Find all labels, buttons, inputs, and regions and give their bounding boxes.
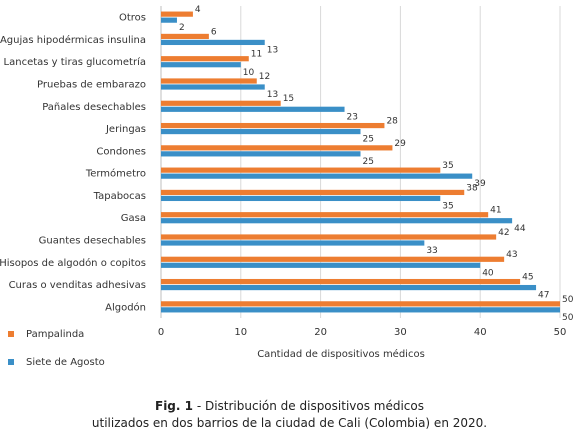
bar-pampalinda xyxy=(161,145,393,151)
legend-swatch xyxy=(8,359,14,365)
bar-siete-de-agosto xyxy=(161,106,345,112)
category-label: Jeringas xyxy=(105,124,146,135)
category-label: Agujas hipodérmicas insulina xyxy=(0,34,146,46)
data-label: 13 xyxy=(267,90,278,100)
bar-siete-de-agosto xyxy=(161,128,361,135)
data-label: 11 xyxy=(251,50,262,60)
data-label: 6 xyxy=(211,27,217,37)
x-tick-labels: 0 10 20 30 40 50 xyxy=(158,327,567,338)
data-label: 47 xyxy=(538,291,549,301)
figure-caption-line-1: Fig. 1 - Distribución de dispositivos mé… xyxy=(0,398,579,415)
data-label: 23 xyxy=(347,112,358,122)
bar-siete-de-agosto xyxy=(161,84,265,90)
bar-pampalinda xyxy=(161,122,385,129)
x-axis-label: Cantidad de dispositivos médicos xyxy=(257,348,425,360)
data-label: 39 xyxy=(474,179,486,189)
data-label: 33 xyxy=(426,246,437,256)
bar-siete-de-agosto xyxy=(161,17,177,23)
bar-pampalinda xyxy=(161,256,505,262)
bar-pampalinda xyxy=(161,189,465,196)
x-tick-label: 0 xyxy=(158,327,164,338)
data-label: 40 xyxy=(482,268,494,278)
x-tick-label: 10 xyxy=(234,327,247,338)
data-label: 45 xyxy=(522,272,533,282)
category-label: Gasa xyxy=(121,213,146,224)
data-label: 43 xyxy=(506,250,517,260)
figure-label: Fig. 1 xyxy=(155,399,193,413)
category-labels: Otros Agujas hipodérmicas insulina Lanceta… xyxy=(0,13,146,314)
data-label: 44 xyxy=(514,224,526,234)
data-label: 13 xyxy=(267,46,278,56)
x-tick-label: 50 xyxy=(554,327,567,338)
bar-siete-de-agosto xyxy=(161,262,481,268)
category-label: Algodón xyxy=(105,301,146,313)
data-label: 28 xyxy=(386,116,398,126)
category-label: Curas o venditas adhesivas xyxy=(9,280,146,291)
category-label: Condones xyxy=(96,146,146,157)
x-tick-label: 30 xyxy=(394,327,407,338)
bars xyxy=(161,11,560,313)
category-label: Pañales desechables xyxy=(42,102,146,113)
bar-pampalinda xyxy=(161,234,497,240)
x-tick-label: 40 xyxy=(474,327,487,338)
figure-caption-line-2: utilizados en dos barrios de la ciudad d… xyxy=(91,416,488,430)
data-label: 29 xyxy=(394,139,406,149)
category-label: Pruebas de embarazo xyxy=(37,80,146,91)
gridlines xyxy=(160,6,561,318)
category-label: Termómetro xyxy=(85,168,146,180)
bar-siete-de-agosto xyxy=(161,151,361,157)
bar-pampalinda xyxy=(161,278,521,285)
bar-siete-de-agosto xyxy=(161,39,265,46)
data-label: 4 xyxy=(195,5,201,15)
bar-pampalinda xyxy=(161,212,489,218)
data-label: 35 xyxy=(442,202,453,212)
legend-swatch xyxy=(8,331,14,337)
bar-siete-de-agosto xyxy=(161,284,537,291)
bar-siete-de-agosto xyxy=(161,62,241,68)
legend: Pampalinda Siete de Agosto xyxy=(8,329,105,368)
data-label: 15 xyxy=(283,94,294,104)
bar-pampalinda xyxy=(161,56,249,62)
bar-siete-de-agosto xyxy=(161,195,441,202)
category-label: Lancetas y tiras glucometría xyxy=(4,56,146,68)
data-label: 12 xyxy=(259,72,270,82)
bar-siete-de-agosto xyxy=(161,218,513,224)
category-label: Otros xyxy=(119,13,146,24)
category-label: Guantes desechables xyxy=(39,236,146,247)
data-label: 2 xyxy=(179,23,185,33)
data-label: 50 xyxy=(562,295,574,305)
data-label: 25 xyxy=(363,135,374,145)
data-label: 50 xyxy=(562,313,574,323)
data-label: 35 xyxy=(442,161,453,171)
bar-pampalinda xyxy=(161,11,193,17)
bar-pampalinda xyxy=(161,33,209,40)
category-label: Tapabocas xyxy=(93,191,146,202)
bar-pampalinda xyxy=(161,78,257,84)
bar-pampalinda xyxy=(161,301,560,307)
x-tick-label: 20 xyxy=(314,327,327,338)
bar-siete-de-agosto xyxy=(161,173,473,179)
bar-siete-de-agosto xyxy=(161,307,560,313)
bar-pampalinda xyxy=(161,167,441,173)
data-label: 38 xyxy=(466,183,478,193)
legend-label: Siete de Agosto xyxy=(26,357,105,368)
figure-caption-title: - Distribución de dispositivos médicos xyxy=(193,399,424,413)
data-label: 42 xyxy=(498,228,509,238)
data-label: 10 xyxy=(243,68,255,78)
bar-siete-de-agosto xyxy=(161,240,425,246)
data-label: 25 xyxy=(363,157,374,167)
data-label: 41 xyxy=(490,206,501,216)
bar-pampalinda xyxy=(161,100,281,106)
category-label: Hisopos de algodón o copitos xyxy=(0,257,146,269)
legend-label: Pampalinda xyxy=(26,329,84,340)
